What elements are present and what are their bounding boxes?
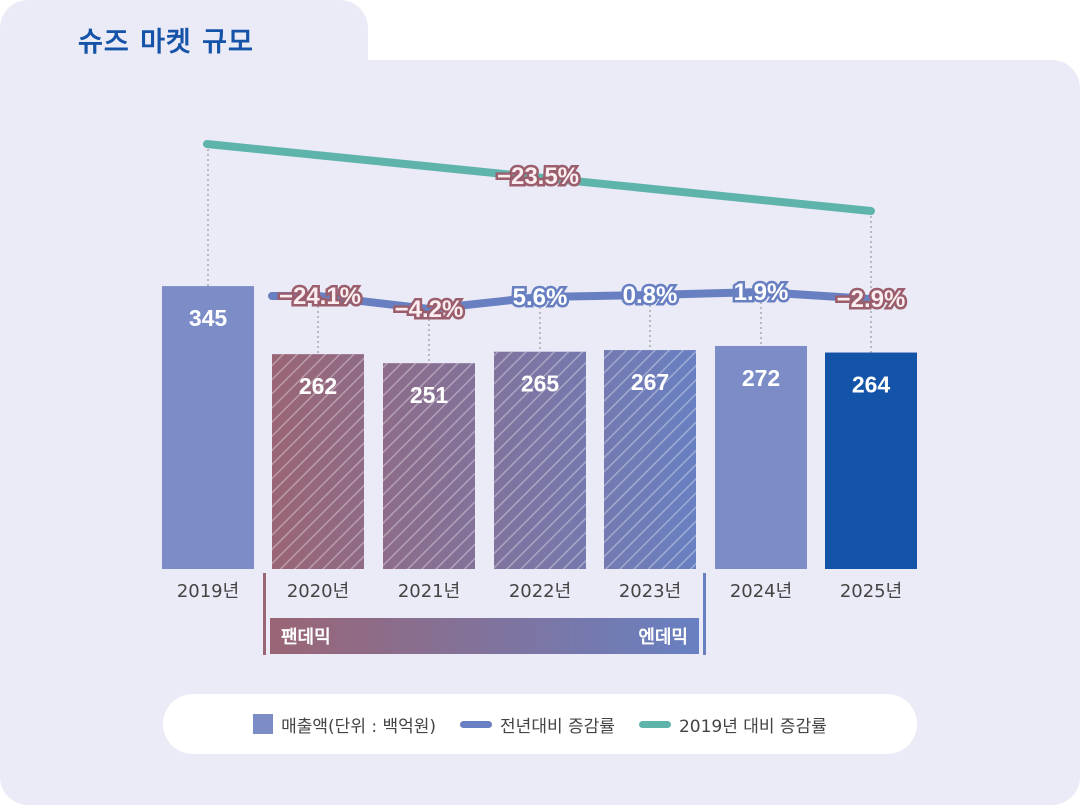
x-tick-label: 2023년 bbox=[619, 581, 681, 602]
bar-value-label: 267 bbox=[631, 369, 669, 395]
legend-label: 2019년 대비 증감률 bbox=[678, 716, 827, 737]
bar-2019년 bbox=[162, 286, 254, 569]
period-bar bbox=[270, 618, 699, 654]
bar-value-label: 262 bbox=[299, 373, 337, 399]
x-tick-label: 2019년 bbox=[177, 581, 239, 602]
period-label-endemic: 엔데믹 bbox=[638, 627, 688, 648]
period-label-pandemic: 팬데믹 bbox=[281, 627, 331, 648]
x-tick-label: 2024년 bbox=[730, 581, 792, 602]
legend-line bbox=[638, 720, 671, 728]
bar-value-label: 251 bbox=[410, 382, 449, 408]
bar-hatch bbox=[272, 354, 364, 569]
legend-swatch bbox=[253, 714, 274, 734]
period-divider bbox=[703, 573, 706, 655]
yoy-data-label: 5.6% bbox=[513, 284, 568, 311]
bar-hatch bbox=[383, 363, 475, 569]
bar-value-label: 272 bbox=[742, 365, 780, 391]
bar-2024년 bbox=[715, 345, 807, 569]
bar-hatch bbox=[494, 351, 586, 569]
bar-value-label: 345 bbox=[189, 305, 228, 331]
bar-value-label: 265 bbox=[521, 371, 560, 397]
legend-line bbox=[460, 720, 493, 728]
legend-label: 매출액(단위 : 백억원) bbox=[281, 716, 437, 737]
legend-item-vs2019: 2019년 대비 증감률 bbox=[638, 712, 827, 737]
x-tick-label: 2025년 bbox=[840, 581, 902, 602]
yoy-data-label: 1.9% bbox=[734, 279, 789, 306]
x-tick-label: 2021년 bbox=[398, 581, 460, 602]
yoy-data-label: −4.2% bbox=[395, 296, 464, 323]
bar-value-label: 264 bbox=[852, 372, 891, 398]
yoy-data-label: 0.8% bbox=[623, 282, 678, 309]
bar-hatch bbox=[604, 350, 696, 569]
vs2019-data-label: −23.5% bbox=[497, 163, 579, 190]
legend: 매출액(단위 : 백억원) 전년대비 증감률 2019년 대비 증감률 bbox=[163, 694, 917, 754]
line-vs2019 bbox=[203, 140, 875, 215]
chart-title: 슈즈 마켓 규모 bbox=[78, 27, 254, 58]
x-tick-label: 2022년 bbox=[509, 581, 571, 602]
yoy-data-label: −2.9% bbox=[837, 286, 906, 313]
legend-item-sales: 매출액(단위 : 백억원) bbox=[253, 712, 436, 737]
line-yoy bbox=[268, 288, 875, 313]
bar-2025년 bbox=[825, 352, 917, 569]
yoy-data-label: −24.1% bbox=[279, 283, 361, 310]
legend-item-yoy: 전년대비 증감률 bbox=[460, 712, 615, 737]
legend-label: 전년대비 증감률 bbox=[500, 716, 615, 737]
period-divider bbox=[263, 573, 266, 655]
x-tick-label: 2020년 bbox=[287, 581, 349, 602]
